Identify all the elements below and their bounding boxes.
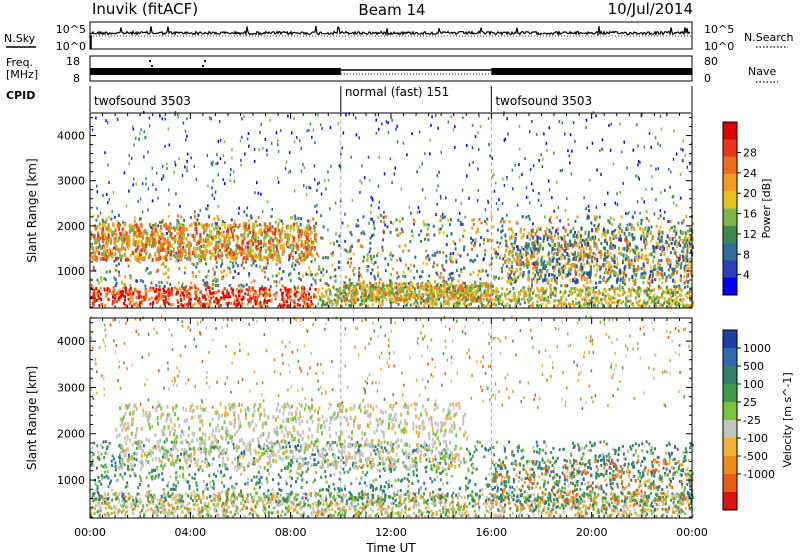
freq-outlier-point (148, 59, 152, 63)
colorbar-swatch (723, 225, 737, 244)
power-y-tick-label: 4000 (57, 130, 85, 143)
colorbar-swatch (723, 366, 737, 385)
velocity-scatter-cells (90, 315, 694, 518)
freq-trace-segment (491, 68, 692, 75)
velocity-y-tick-label: 4000 (57, 335, 85, 348)
power-y-tick-label: 2000 (57, 220, 85, 233)
colorbar-swatch (723, 122, 737, 140)
freq-outlier-point (150, 64, 154, 68)
x-axis-title: Time UT (365, 541, 416, 554)
power-y-tick-label: 1000 (57, 265, 85, 278)
velocity-panel: 1000 2000 3000 4000 00:00 04:00 08:00 12:00 16:0… (25, 315, 794, 539)
date-title: 10/Jul/2014 (608, 0, 693, 18)
freq-outlier-point (201, 64, 205, 68)
velocity-y-tick-label: 3000 (57, 381, 85, 394)
colorbar-swatch (723, 456, 737, 475)
colorbar-swatch (723, 173, 737, 192)
noise-axis-right-bottom: 10^0 (704, 40, 734, 53)
nsky-label: N.Sky (4, 32, 36, 45)
power-panel: 1000 2000 3000 4000 Slant Range [km] 4 8 12 16 20… (25, 110, 773, 309)
colorbar-tick-label: 4 (743, 269, 750, 282)
colorbar-tick-label: 25 (743, 396, 757, 409)
colorbar-tick-label: 16 (743, 208, 757, 221)
velocity-colorbar: 1000 500 100 25 -25 -100 -500 -1000 Velocity [m … (722, 329, 794, 511)
colorbar-swatch (723, 139, 737, 157)
colorbar-swatch (723, 474, 737, 493)
nsky-trace (89, 25, 691, 37)
x-tick-label: 20:00 (576, 526, 608, 539)
colorbar-swatch (723, 402, 737, 421)
x-tick-label: 16:00 (475, 526, 507, 539)
cpid-segment-label: twofsound 3503 (94, 94, 191, 108)
colorbar-tick-label: -25 (743, 414, 761, 427)
colorbar-swatch (723, 348, 737, 367)
colorbar-swatch (723, 420, 737, 439)
colorbar-swatch (723, 277, 737, 296)
velocity-y-tick-label: 2000 (57, 428, 85, 441)
power-colorbar: 4 8 12 16 20 24 28 Power [dB] (722, 121, 773, 296)
colorbar-swatch (723, 156, 737, 175)
colorbar-swatch (723, 384, 737, 403)
velocity-y-axis-title: Slant Range [km] (25, 366, 39, 470)
power-y-axis-title: Slant Range [km] (25, 158, 39, 262)
nsearch-label: N.Search (744, 31, 794, 44)
station-title: Inuvik (fitACF) (92, 0, 198, 18)
freq-axis-right-bottom: 0 (704, 72, 711, 85)
noise-panel: 10^5 10^0 10^5 10^0 (56, 21, 734, 53)
colorbar-tick-label: 20 (743, 187, 757, 200)
noise-axis-left-top: 10^5 (56, 23, 86, 36)
velocity-y-tick-label: 1000 (57, 474, 85, 487)
cpid-bar: twofsound 3503 normal (fast) 151 twofsound… (89, 85, 693, 112)
colorbar-tick-label: 28 (743, 147, 757, 160)
power-y-tick-label: 3000 (57, 175, 85, 188)
x-tick-label: 12:00 (375, 526, 407, 539)
freq-trace-segment (90, 68, 341, 75)
colorbar-tick-label: 1000 (743, 342, 771, 355)
velocity-colorbar-title: Velocity [m s^-1] (781, 372, 794, 467)
nave-label: Nave (748, 65, 776, 78)
freq-axis-right-top: 80 (704, 55, 718, 68)
colorbar-swatch (723, 438, 737, 457)
freq-axis-left-bottom: 8 (73, 72, 80, 85)
cpid-segment-label: normal (fast) 151 (345, 85, 449, 99)
power-scatter-cells (90, 110, 694, 308)
colorbar-swatch (723, 208, 737, 227)
frequency-panel: 18 8 80 0 (66, 55, 718, 85)
colorbar-swatch (723, 330, 737, 349)
colorbar-tick-label: -500 (743, 450, 768, 463)
colorbar-swatch (723, 191, 737, 209)
cpid-segment-label: twofsound 3503 (495, 94, 592, 108)
colorbar-swatch (723, 260, 737, 278)
colorbar-tick-label: 100 (743, 378, 764, 391)
colorbar-tick-label: -100 (743, 432, 768, 445)
colorbar-tick-label: -1000 (743, 468, 775, 481)
freq-label-line2: [MHz] (6, 68, 38, 81)
colorbar-swatch (723, 243, 737, 261)
noise-axis-right-top: 10^5 (704, 23, 734, 36)
freq-outlier-point (203, 59, 207, 63)
freq-label-line1: Freq. (6, 56, 33, 69)
colorbar-tick-label: 24 (743, 167, 757, 180)
x-tick-label: 04:00 (174, 526, 206, 539)
colorbar-swatch (723, 492, 737, 511)
noise-axis-left-bottom: 10^0 (56, 40, 86, 53)
x-tick-label: 08:00 (275, 526, 307, 539)
colorbar-tick-label: 12 (743, 228, 757, 241)
x-tick-label: 00:00 (676, 526, 708, 539)
cpid-label: CPID (6, 89, 35, 102)
beam-title: Beam 14 (358, 1, 425, 19)
freq-axis-left-top: 18 (66, 55, 80, 68)
colorbar-tick-label: 500 (743, 360, 764, 373)
colorbar-tick-label: 8 (743, 248, 750, 261)
power-colorbar-title: Power [dB] (760, 179, 773, 239)
x-tick-label: 00:00 (74, 526, 106, 539)
